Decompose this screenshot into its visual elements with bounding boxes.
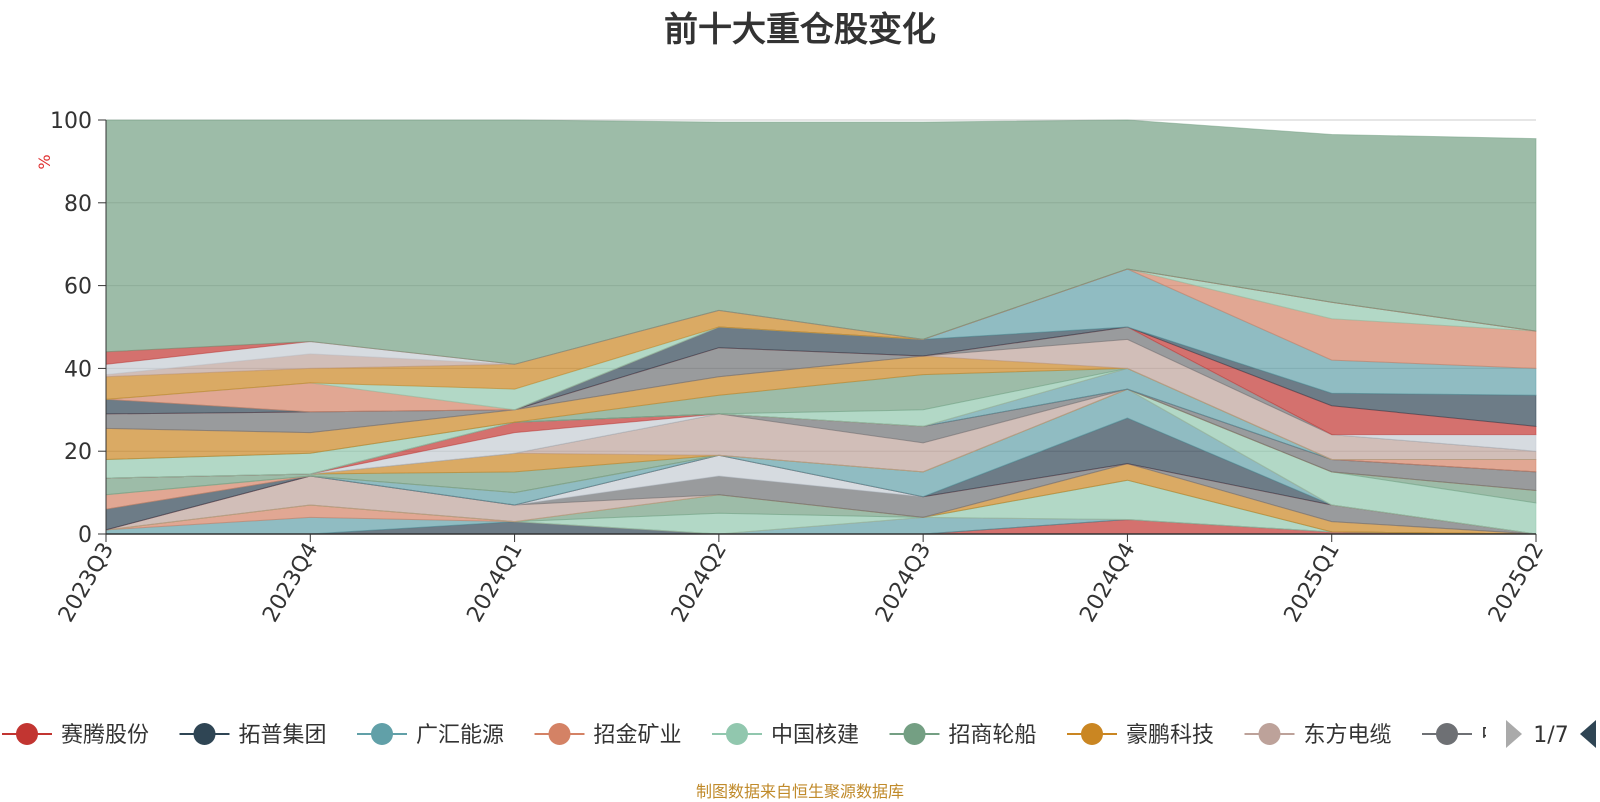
legend-marker-icon <box>371 723 393 745</box>
legend-label: 豪鹏科技 <box>1126 723 1214 748</box>
x-tick-label: 2023Q4 <box>258 539 323 627</box>
legend-label: 拓普集团 <box>239 723 327 748</box>
legend-label: 中芯国际 <box>1481 723 1569 748</box>
x-tick-label: 2024Q1 <box>462 539 527 627</box>
legend-item[interactable]: 中国核建 <box>712 723 859 748</box>
area-series-group <box>105 119 1537 535</box>
area-series[interactable] <box>105 119 1537 365</box>
y-tick-label: 40 <box>64 357 92 382</box>
legend-marker-icon <box>903 723 926 745</box>
x-tick-label: 2023Q3 <box>54 539 119 627</box>
legend-marker-icon <box>1436 723 1458 745</box>
legend-items: 赛腾股份 拓普集团 广汇能源 招金矿业 中国核建 招商轮船 豪鹏科技 东方电缆 中芯国际 <box>2 723 1569 748</box>
legend-item[interactable]: 豪鹏科技 <box>1067 723 1214 748</box>
x-tick-label: 2024Q3 <box>871 539 936 627</box>
legend-label: 招商轮船 <box>949 723 1037 748</box>
legend-item[interactable]: 广汇能源 <box>357 723 504 748</box>
legend-label: 赛腾股份 <box>61 723 149 748</box>
y-tick-label: 100 <box>50 109 92 134</box>
legend-marker-icon <box>1258 723 1281 745</box>
y-axis-unit: % <box>35 154 54 169</box>
x-tick-label: 2025Q2 <box>1484 539 1549 627</box>
y-tick-label: 20 <box>64 440 92 465</box>
legend-marker-icon <box>548 723 571 745</box>
legend-label: 东方电缆 <box>1304 723 1392 748</box>
y-tick-label: 80 <box>64 192 92 217</box>
legend-page-indicator: 1/7 <box>1533 723 1568 748</box>
legend-item[interactable]: 赛腾股份 <box>2 723 149 748</box>
legend-prev-icon[interactable] <box>1506 720 1522 748</box>
legend-label: 中国核建 <box>771 723 859 748</box>
source-note: 制图数据来自恒生聚源数据库 <box>695 782 904 801</box>
legend-marker-icon <box>193 723 216 745</box>
legend-item[interactable]: 招商轮船 <box>889 723 1037 748</box>
legend-next-icon[interactable] <box>1580 720 1596 748</box>
x-tick-label: 2024Q2 <box>667 539 732 627</box>
legend-item[interactable]: 东方电缆 <box>1244 723 1392 748</box>
legend-label: 招金矿业 <box>594 723 682 748</box>
x-tick-label: 2025Q1 <box>1280 539 1345 627</box>
y-tick-label: 0 <box>78 523 92 548</box>
legend-marker-icon <box>16 723 38 745</box>
legend-item[interactable]: 招金矿业 <box>534 723 682 748</box>
legend-marker-icon <box>726 723 748 745</box>
y-tick-label: 60 <box>64 275 92 300</box>
legend-item[interactable]: 中芯国际 <box>1422 723 1569 748</box>
x-tick-label: 2024Q4 <box>1075 539 1140 627</box>
legend-marker-icon <box>1081 723 1103 745</box>
chart-title: 前十大重仓股变化 <box>664 10 936 50</box>
legend-label: 广汇能源 <box>416 723 504 748</box>
legend-item[interactable]: 拓普集团 <box>179 723 327 748</box>
